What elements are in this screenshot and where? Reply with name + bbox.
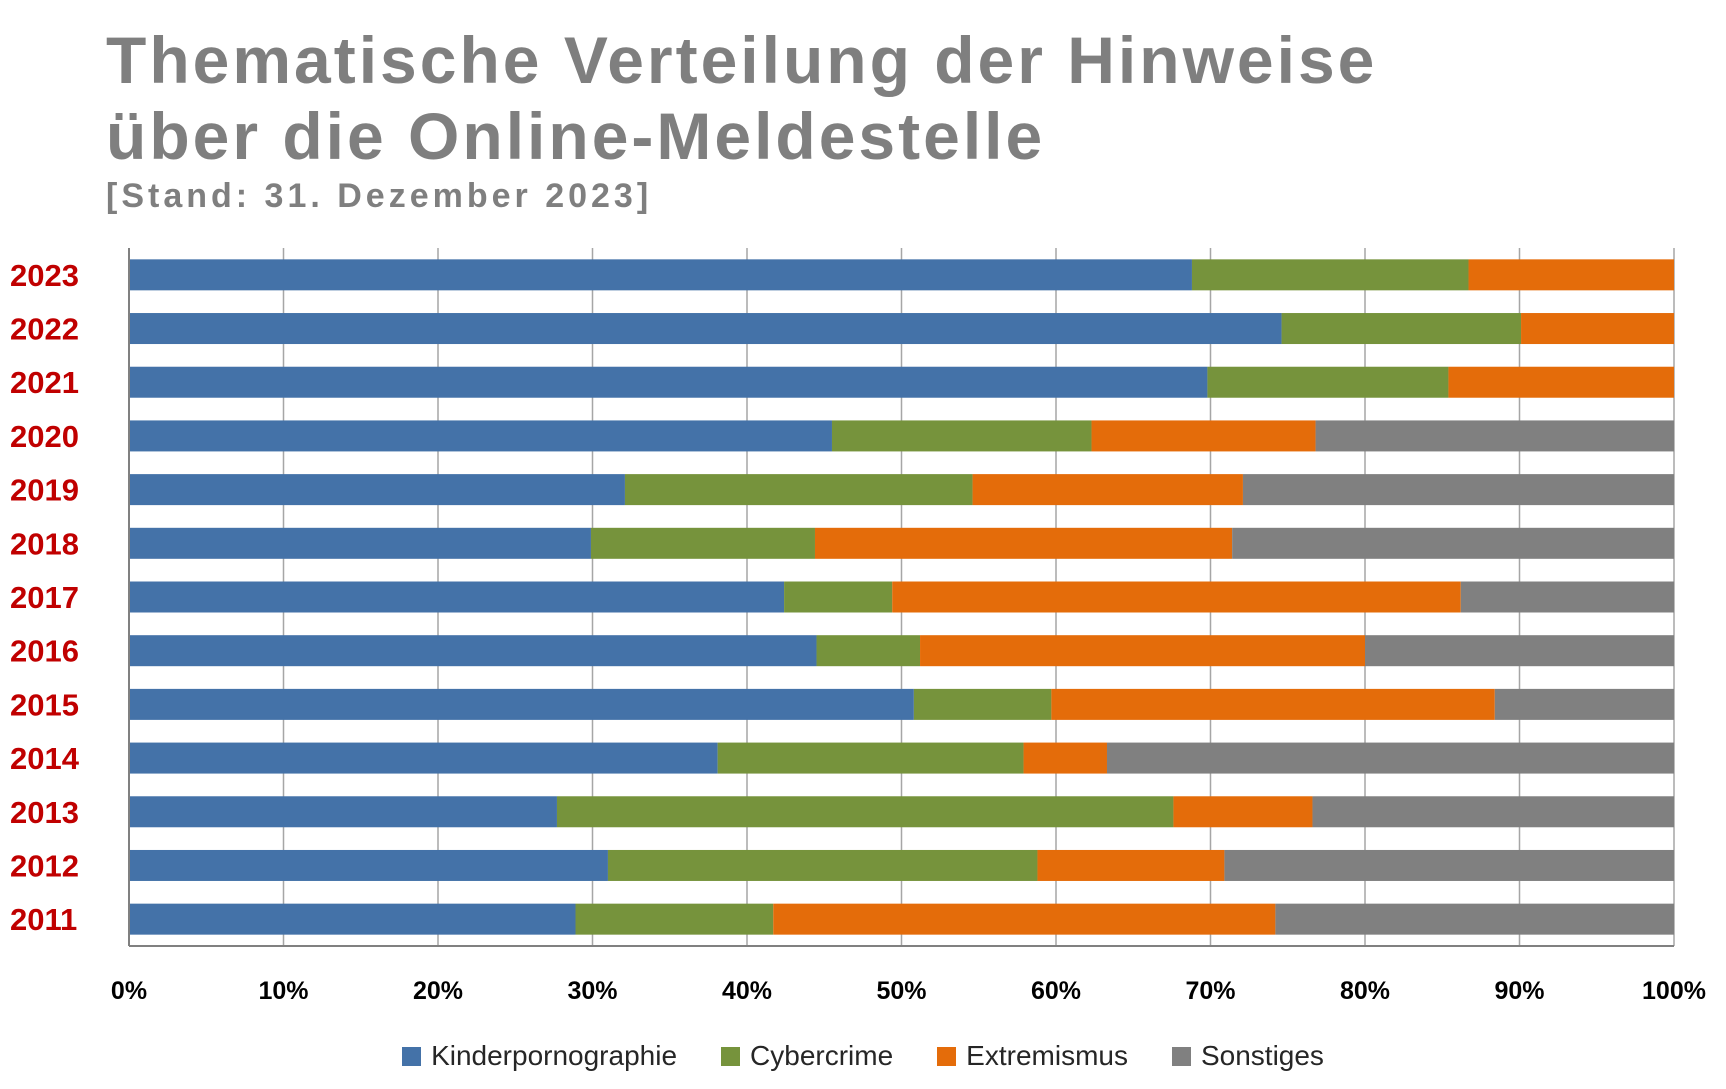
bar-2020-kinderpornographie bbox=[129, 420, 832, 452]
bar-2011-kinderpornographie bbox=[129, 903, 576, 935]
bar-2019-sonstiges bbox=[1242, 474, 1674, 506]
bar-2011-cybercrime bbox=[575, 903, 774, 935]
bar-2012-cybercrime bbox=[607, 849, 1038, 881]
y-category-label: 2019 bbox=[10, 473, 79, 508]
bar-2012-kinderpornographie bbox=[129, 849, 608, 881]
bar-2014-sonstiges bbox=[1106, 742, 1674, 774]
bar-2012-extremismus bbox=[1037, 849, 1225, 881]
legend-label: Extremismus bbox=[966, 1040, 1128, 1071]
legend-item-sonstiges: Sonstiges bbox=[1171, 1040, 1324, 1072]
legend-swatch bbox=[721, 1046, 741, 1066]
legend-swatch bbox=[937, 1046, 957, 1066]
bar-2015-sonstiges bbox=[1494, 688, 1674, 720]
x-tick-label: 10% bbox=[258, 977, 308, 1005]
bar-2019-kinderpornographie bbox=[129, 474, 625, 506]
axis-layer bbox=[128, 248, 1674, 947]
bar-2021-extremismus bbox=[1448, 366, 1674, 398]
bar-2016-sonstiges bbox=[1365, 635, 1674, 667]
bar-2011-sonstiges bbox=[1275, 903, 1674, 935]
bar-2013-cybercrime bbox=[556, 796, 1174, 828]
legend-swatch bbox=[1171, 1046, 1191, 1066]
bar-2021-cybercrime bbox=[1207, 366, 1449, 398]
bar-2020-extremismus bbox=[1091, 420, 1316, 452]
chart-subtitle: [Stand: 31. Dezember 2023] bbox=[106, 177, 653, 215]
bar-2014-extremismus bbox=[1023, 742, 1107, 774]
chart-title-block: Thematische Verteilung der Hinweise über… bbox=[106, 22, 1377, 216]
bar-2021-kinderpornographie bbox=[129, 366, 1208, 398]
stacked-bar-chart: 0% 10% 20% 30% 40% 50% 60% 70% 80% 90% 100% 2023 202… bbox=[10, 248, 1706, 1005]
bar-2013-kinderpornographie bbox=[129, 796, 557, 828]
y-category-label: 2013 bbox=[10, 795, 79, 830]
bar-2019-extremismus bbox=[972, 474, 1243, 506]
chart-title-line-2: über die Online-Meldestelle bbox=[106, 99, 1046, 173]
x-tick-label: 90% bbox=[1494, 977, 1544, 1005]
bar-2017-extremismus bbox=[892, 581, 1461, 613]
y-category-label: 2011 bbox=[10, 902, 77, 937]
bar-2015-cybercrime bbox=[913, 688, 1052, 720]
y-category-label: 2023 bbox=[10, 258, 79, 293]
bar-2022-kinderpornographie bbox=[129, 313, 1282, 345]
bar-2022-extremismus bbox=[1521, 313, 1674, 345]
bar-2018-kinderpornographie bbox=[129, 527, 591, 559]
bar-2022-cybercrime bbox=[1281, 313, 1522, 345]
y-category-label: 2014 bbox=[10, 741, 80, 776]
bar-2015-extremismus bbox=[1051, 688, 1495, 720]
bar-2016-extremismus bbox=[920, 635, 1365, 667]
x-tick-label: 50% bbox=[876, 977, 926, 1005]
bar-2023-cybercrime bbox=[1191, 259, 1469, 291]
y-category-label: 2022 bbox=[10, 312, 79, 347]
bar-2013-extremismus bbox=[1173, 796, 1313, 828]
legend-item-extremismus: Extremismus bbox=[937, 1040, 1128, 1072]
labels-layer: 0% 10% 20% 30% 40% 50% 60% 70% 80% 90% 100% 2023 202… bbox=[10, 258, 1706, 1005]
bar-2013-sonstiges bbox=[1312, 796, 1674, 828]
y-category-label: 2021 bbox=[10, 365, 79, 400]
legend-item-cybercrime: Cybercrime bbox=[721, 1040, 893, 1072]
y-category-label: 2016 bbox=[10, 634, 79, 669]
bar-2017-cybercrime bbox=[784, 581, 893, 613]
bar-2023-kinderpornographie bbox=[129, 259, 1192, 291]
x-tick-label: 0% bbox=[111, 977, 147, 1005]
bar-2018-extremismus bbox=[814, 527, 1233, 559]
bar-2020-sonstiges bbox=[1315, 420, 1674, 452]
bar-2017-kinderpornographie bbox=[129, 581, 785, 613]
y-category-label: 2020 bbox=[10, 419, 79, 454]
x-tick-label: 30% bbox=[567, 977, 617, 1005]
bar-2023-extremismus bbox=[1468, 259, 1674, 291]
legend-label: Sonstiges bbox=[1200, 1040, 1324, 1071]
legend-label: Cybercrime bbox=[750, 1040, 894, 1071]
bar-2012-sonstiges bbox=[1224, 849, 1674, 881]
x-tick-label: 80% bbox=[1340, 977, 1390, 1005]
bar-2019-cybercrime bbox=[624, 474, 973, 506]
chart-title-line-1: Thematische Verteilung der Hinweise bbox=[106, 23, 1378, 97]
legend-item-kinderpornographie: Kinderpornographie bbox=[402, 1040, 677, 1072]
x-tick-label: 70% bbox=[1185, 977, 1235, 1005]
bar-2014-cybercrime bbox=[717, 742, 1024, 774]
x-tick-label: 60% bbox=[1031, 977, 1081, 1005]
y-category-label: 2017 bbox=[10, 580, 79, 615]
x-tick-label: 100% bbox=[1642, 977, 1706, 1005]
bars-layer bbox=[129, 259, 1674, 935]
x-tick-label: 20% bbox=[413, 977, 463, 1005]
bar-2017-sonstiges bbox=[1460, 581, 1674, 613]
legend-swatch bbox=[402, 1046, 422, 1066]
bar-2020-cybercrime bbox=[831, 420, 1092, 452]
bar-2014-kinderpornographie bbox=[129, 742, 718, 774]
chart-legend: Kinderpornographie Cybercrime Extremismus S… bbox=[0, 1040, 1726, 1072]
bar-2018-cybercrime bbox=[590, 527, 815, 559]
bar-2015-kinderpornographie bbox=[129, 688, 914, 720]
bar-2016-cybercrime bbox=[816, 635, 921, 667]
x-tick-label: 40% bbox=[722, 977, 772, 1005]
y-category-label: 2015 bbox=[10, 687, 79, 722]
y-category-label: 2018 bbox=[10, 526, 79, 561]
legend-label: Kinderpornographie bbox=[431, 1040, 678, 1071]
y-category-label: 2012 bbox=[10, 848, 79, 883]
bar-2011-extremismus bbox=[773, 903, 1276, 935]
bar-2018-sonstiges bbox=[1232, 527, 1674, 559]
bar-2016-kinderpornographie bbox=[129, 635, 817, 667]
